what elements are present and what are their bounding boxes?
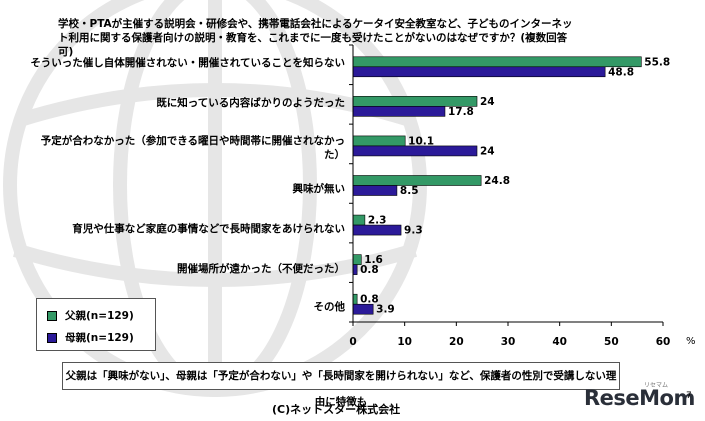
bar-father	[352, 254, 362, 265]
x-tick-label: 40	[552, 336, 567, 348]
x-tick-label: 10	[397, 336, 412, 348]
bar-mother	[352, 145, 478, 157]
value-label-father: 24	[480, 96, 495, 108]
bar-father	[352, 96, 478, 107]
bar-father	[352, 135, 406, 147]
x-tick-label: 50	[604, 336, 619, 348]
bar-father	[352, 214, 366, 226]
value-label-father: 24.8	[484, 175, 510, 187]
category-label: 興味が無い	[292, 183, 346, 195]
category-label: 既に知っている内容ばかりのようだった	[156, 97, 345, 109]
x-unit-label: %	[686, 336, 696, 347]
x-tick-label: 0	[349, 336, 356, 348]
bar-mother	[352, 303, 374, 315]
bar-father	[352, 293, 358, 305]
legend-item-mother: 母親(n=129)	[47, 330, 134, 345]
category-label: その他	[313, 301, 346, 313]
logo-subtext: リセマム	[644, 382, 669, 389]
value-label-mother: 9.3	[404, 225, 423, 237]
copyright: (C)ネットスター株式会社	[272, 403, 401, 416]
value-label-father: 10.1	[408, 135, 434, 147]
category-label: そういった催し自体開催されない・開催されていることを知らない	[30, 57, 345, 69]
value-label-father: 55.8	[644, 56, 670, 68]
x-tick-label: 60	[656, 336, 671, 348]
legend-label-father: 父親(n=129)	[65, 310, 134, 322]
legend-swatch-mother	[47, 332, 57, 343]
legend: 父親(n=129) 母親(n=129)	[36, 298, 156, 351]
chart-title: 学校・PTAが主催する説明会・研修会や、携帯電話会社によるケータイ安全教室など、…	[58, 18, 573, 58]
value-label-mother: 24	[480, 145, 495, 157]
bar-father	[352, 175, 482, 186]
legend-label-mother: 母親(n=129)	[65, 332, 134, 344]
bar-mother	[352, 66, 606, 78]
x-tick-label: 20	[449, 336, 464, 348]
category-label: 開催場所が遠かった（不便だった）	[177, 263, 345, 275]
bar-mother	[352, 224, 402, 236]
legend-swatch-father	[47, 310, 57, 321]
resemom-logo: リセマム ReseMom	[584, 382, 695, 410]
logo-word: ReseMom	[584, 386, 695, 410]
value-label-mother: 8.5	[400, 185, 419, 197]
value-label-mother: 0.8	[360, 264, 379, 276]
value-label-father: 2.3	[368, 215, 387, 227]
category-label: 育児や仕事など家庭の事情などで長時間家をあけられない	[72, 223, 345, 235]
bar-father	[352, 56, 642, 68]
value-label-father: 0.8	[360, 294, 379, 306]
legend-item-father: 父親(n=129)	[47, 308, 134, 323]
value-label-mother: 3.9	[376, 304, 395, 316]
x-tick-label: 30	[501, 336, 516, 348]
value-label-mother: 17.8	[448, 106, 474, 118]
category-label: 予定が合わなかった（参加できる曜日や時間帯に開催されなかった）	[40, 135, 345, 161]
bar-mother	[352, 264, 358, 275]
bar-mother	[352, 185, 398, 196]
summary-note: 父親は「興味がない」、母親は「予定が合わない」や「長時間家を開けられない」など、…	[62, 362, 620, 408]
page-number: 7	[686, 391, 692, 401]
value-label-father: 1.6	[364, 254, 383, 266]
bar-mother	[352, 106, 446, 117]
value-label-mother: 48.8	[608, 66, 634, 78]
